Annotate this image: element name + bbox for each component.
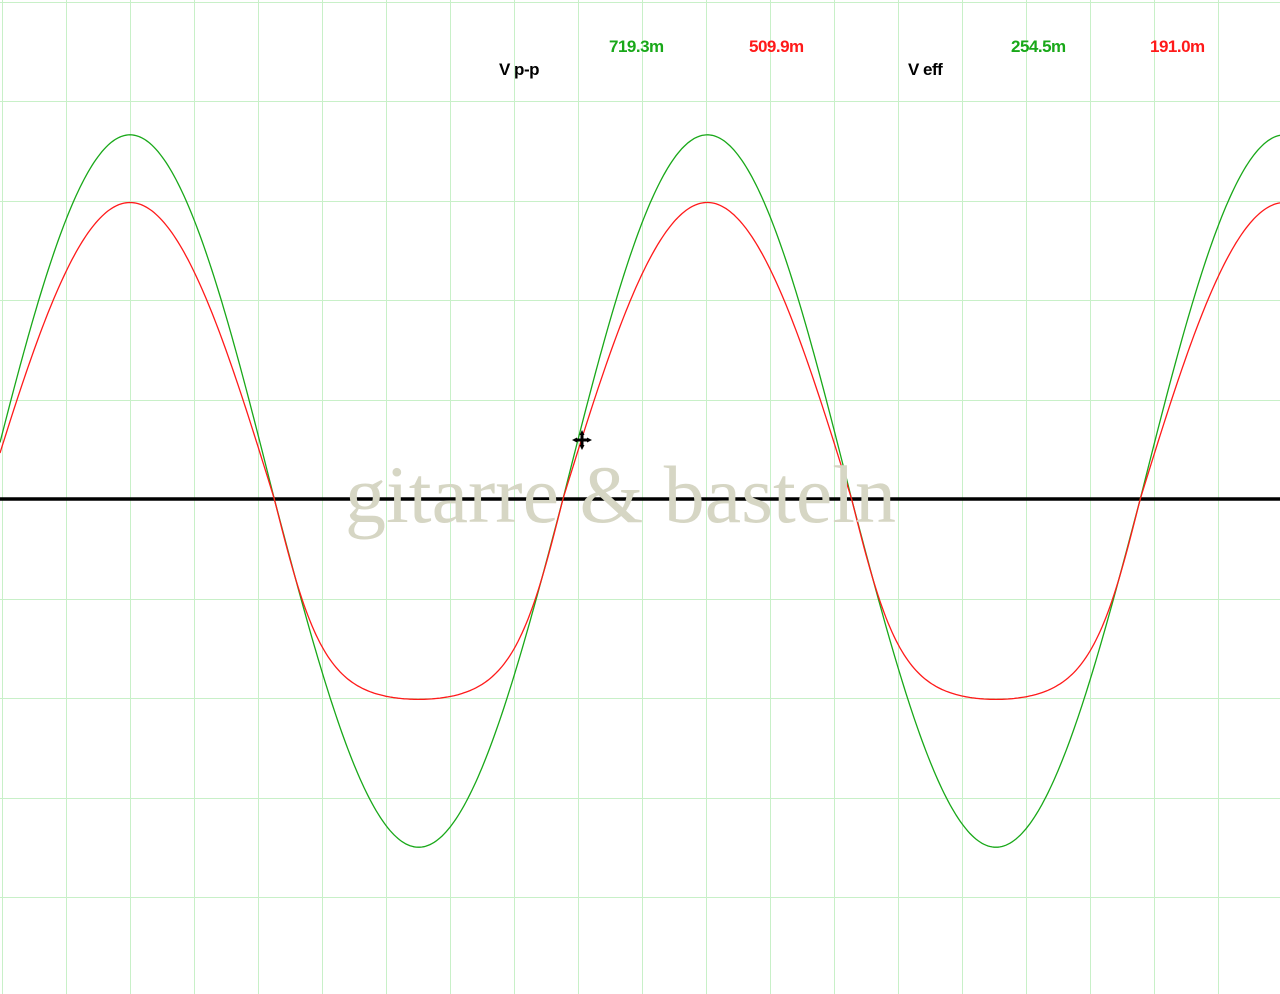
waveform-ch2 — [0, 201, 1280, 701]
watermark: gitarre & basteln — [345, 449, 897, 540]
veff-ch2-value: 191.0m — [1150, 37, 1205, 56]
waveform-ch1 — [0, 134, 1280, 848]
vpp-label: V p-p — [499, 60, 540, 79]
veff-ch1-value: 254.5m — [1011, 37, 1066, 56]
move-cursor-icon — [572, 430, 592, 450]
vpp-ch2-value: 509.9m — [749, 37, 804, 56]
vpp-ch1-value: 719.3m — [609, 37, 664, 56]
veff-label: V eff — [908, 60, 943, 79]
